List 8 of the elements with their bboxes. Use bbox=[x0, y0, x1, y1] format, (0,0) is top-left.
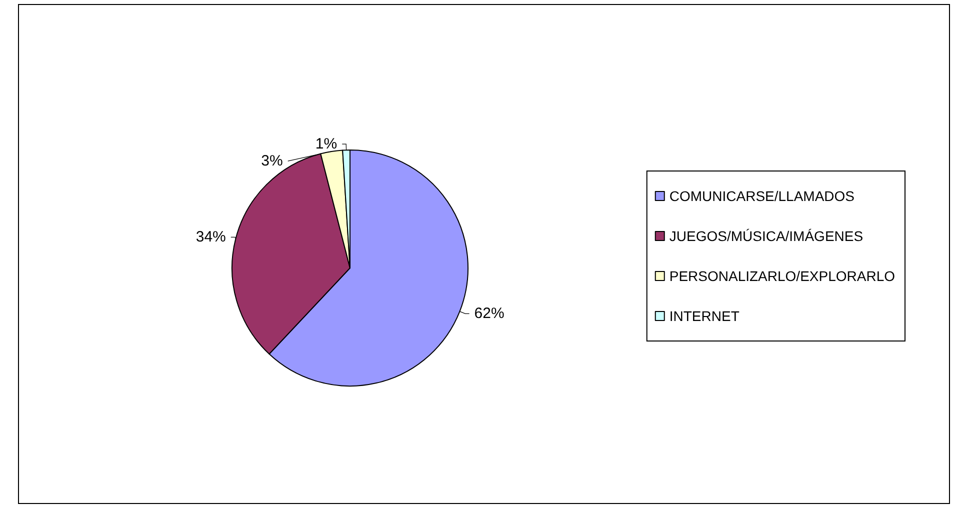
legend-label: INTERNET bbox=[669, 308, 740, 324]
data-label: 62% bbox=[474, 305, 504, 322]
legend-label: PERSONALIZARLO/EXPLORARLO bbox=[669, 268, 896, 284]
data-label: 3% bbox=[261, 152, 283, 170]
legend-label: JUEGOS/MÚSICA/IMÁGENES bbox=[669, 228, 864, 244]
legend-label: COMUNICARSE/LLAMADOS bbox=[669, 188, 855, 204]
data-label: 1% bbox=[315, 136, 338, 153]
data-label: 34% bbox=[196, 228, 226, 246]
